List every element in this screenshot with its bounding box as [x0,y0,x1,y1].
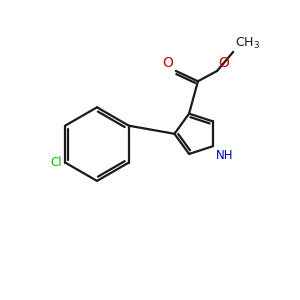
Text: Cl: Cl [50,156,61,169]
Text: NH: NH [216,149,234,162]
Text: CH$_3$: CH$_3$ [235,36,260,51]
Text: O: O [163,56,173,70]
Text: O: O [218,56,230,70]
